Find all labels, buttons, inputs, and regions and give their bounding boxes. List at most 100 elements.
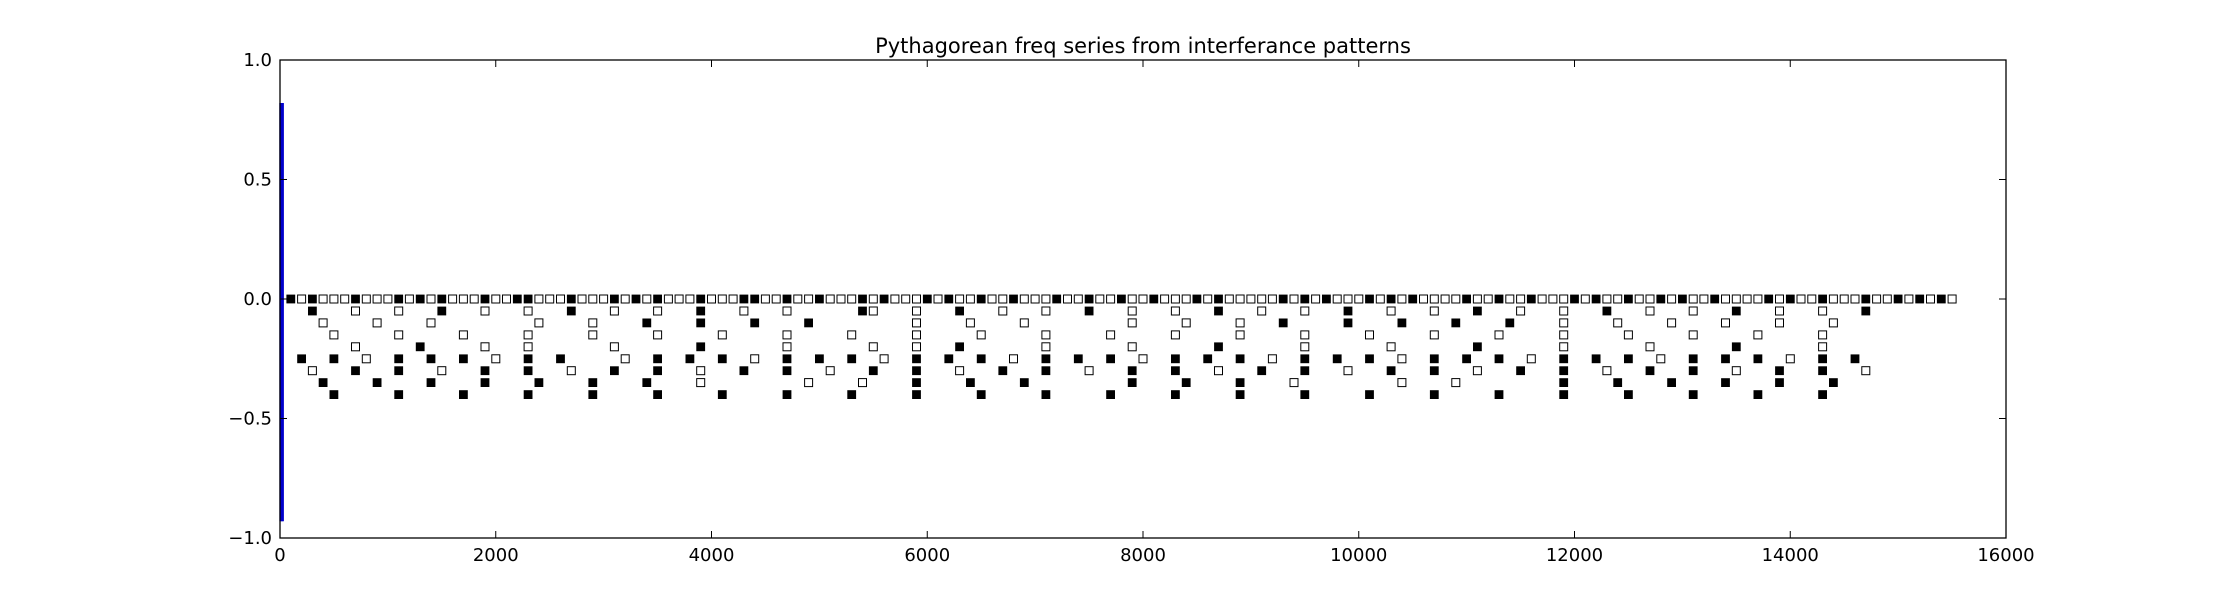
data-point-filled	[1473, 342, 1482, 352]
data-point-open	[1828, 318, 1838, 328]
data-point-open	[1397, 294, 1407, 304]
data-point-filled	[307, 306, 317, 316]
data-point-open	[685, 294, 695, 304]
data-point-open	[1494, 330, 1504, 340]
data-point-open	[1559, 342, 1569, 352]
data-point-filled	[1850, 354, 1860, 364]
data-point-open	[890, 294, 900, 304]
data-point-open	[1019, 318, 1029, 328]
data-point-open	[1559, 306, 1569, 316]
data-point-open	[620, 294, 630, 304]
data-point-open	[523, 330, 533, 340]
data-point-filled	[1041, 366, 1051, 376]
plot-area	[279, 102, 1957, 522]
data-point-open	[847, 330, 857, 340]
data-point-open	[1472, 366, 1482, 376]
data-point-filled	[879, 294, 889, 304]
y-tick-label: 0.0	[243, 289, 272, 310]
data-point-open	[1828, 294, 1838, 304]
data-point-filled	[1397, 318, 1407, 328]
data-point-filled	[1009, 294, 1018, 304]
data-point-open	[1181, 294, 1191, 304]
data-point-open	[1818, 342, 1828, 352]
data-point-filled	[394, 366, 404, 376]
data-point-open	[1602, 366, 1612, 376]
data-point-filled	[858, 294, 867, 304]
data-point-open	[1721, 294, 1730, 304]
data-point-open	[1516, 294, 1526, 304]
data-point-filled	[1602, 306, 1612, 316]
data-point-open	[998, 306, 1008, 316]
data-point-filled	[329, 390, 339, 400]
data-point-open	[1537, 294, 1547, 304]
data-point-filled	[1688, 366, 1698, 376]
data-point-filled	[944, 294, 954, 304]
data-point-open	[1656, 354, 1666, 364]
data-point-filled	[1559, 378, 1569, 388]
data-point-open	[955, 366, 965, 376]
data-point-open	[912, 318, 921, 328]
x-tick-label: 0	[274, 545, 285, 566]
data-point-filled	[1041, 354, 1051, 364]
data-point-filled	[642, 378, 652, 388]
data-point-open	[599, 294, 609, 304]
data-point-open	[868, 306, 878, 316]
data-point-open	[1667, 318, 1677, 328]
data-point-open	[1731, 366, 1741, 376]
data-point-open	[653, 330, 663, 340]
data-point-filled	[394, 294, 404, 304]
data-point-filled	[1300, 294, 1310, 304]
data-point-open	[351, 342, 360, 352]
data-point-open	[1343, 294, 1353, 304]
data-point-filled	[351, 294, 360, 304]
y-tick-label: 0.5	[243, 170, 272, 191]
data-point-open	[1516, 306, 1526, 316]
data-point-filled	[523, 294, 533, 304]
data-point-open	[825, 294, 835, 304]
data-point-filled	[1829, 378, 1838, 388]
data-point-open	[1063, 294, 1072, 304]
data-point-filled	[1300, 366, 1310, 376]
data-point-open	[545, 294, 555, 304]
data-point-filled	[1127, 366, 1137, 376]
data-point-open	[1623, 330, 1633, 340]
data-point-filled	[685, 354, 695, 364]
data-point-filled	[1214, 342, 1223, 352]
data-point-filled	[415, 342, 425, 352]
data-point-open	[912, 342, 921, 352]
data-point-filled	[1171, 390, 1180, 400]
data-point-open	[1613, 294, 1623, 304]
data-point-filled	[1106, 390, 1115, 400]
data-point-open	[426, 294, 436, 304]
data-point-open	[1839, 294, 1849, 304]
data-point-open	[502, 294, 511, 304]
x-tick-label: 16000	[1977, 545, 2034, 566]
data-point-open	[1613, 318, 1623, 328]
data-point-filled	[588, 378, 598, 388]
data-point-filled	[566, 306, 576, 316]
data-point-filled	[1613, 378, 1623, 388]
data-point-filled	[1775, 378, 1784, 388]
data-point-open	[372, 294, 382, 304]
data-point-filled	[1753, 390, 1763, 400]
data-point-open	[760, 294, 770, 304]
data-point-filled	[955, 306, 964, 316]
data-point-open	[588, 294, 598, 304]
data-point-filled	[1300, 354, 1310, 364]
data-point-filled	[750, 318, 760, 328]
data-point-open	[351, 306, 360, 316]
data-point-filled	[868, 366, 878, 376]
data-point-filled	[1203, 354, 1213, 364]
data-point-open	[361, 354, 371, 364]
data-point-filled	[782, 390, 792, 400]
data-point-filled	[1818, 390, 1827, 400]
data-point-open	[696, 366, 706, 376]
data-point-filled	[610, 366, 619, 376]
data-point-open	[588, 330, 598, 340]
data-point-filled	[1084, 294, 1094, 304]
data-point-filled	[426, 378, 436, 388]
data-point-filled	[1494, 354, 1504, 364]
data-point-filled	[1861, 294, 1871, 304]
data-point-filled	[717, 390, 727, 400]
data-point-open	[1224, 294, 1234, 304]
